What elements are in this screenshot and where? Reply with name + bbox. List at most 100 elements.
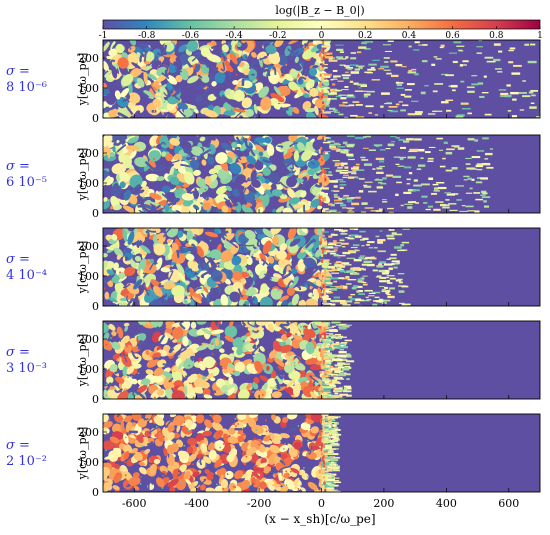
field-patch [103,60,109,72]
precursor-streak [433,110,443,112]
field-speckle [162,475,164,477]
precursor-streak [329,473,333,476]
shock-front-patch [318,387,321,391]
precursor-streak [467,90,475,93]
precursor-streak [529,106,537,109]
precursor-streak [330,336,336,339]
field-patch [289,238,301,247]
shock-front-patch [322,136,325,140]
field-speckle [186,239,189,242]
precursor-streak [368,292,376,294]
field-patch [292,106,300,114]
precursor-streak [345,360,355,363]
precursor-streak [330,233,335,236]
shock-front-patch [318,149,321,154]
precursor-streak [474,139,479,142]
field-speckle [306,439,309,442]
field-speckle [103,287,106,290]
precursor-streak [427,160,434,162]
precursor-streak [383,263,393,266]
shock-front-patch [322,277,325,280]
precursor-streak [339,393,348,396]
field-filament [280,321,290,327]
precursor-streak [329,384,336,387]
precursor-streak [323,388,332,391]
field-patch [310,198,321,208]
x-tick-label: -200 [247,497,272,510]
field-patch [128,476,141,486]
field-patch [153,285,163,297]
precursor-streak [454,146,459,148]
field-patch [104,291,110,300]
precursor-streak [329,143,335,146]
field-speckle [297,424,300,427]
field-filament [198,371,208,377]
field-patch [190,321,197,329]
field-filament [138,340,145,350]
shock-front-patch [320,350,323,355]
field-filament [158,164,166,173]
field-patch [138,461,146,466]
precursor-streak [327,266,336,269]
precursor-streak [326,326,334,329]
field-filament [134,279,143,289]
field-filament [139,52,144,63]
field-patch [262,240,272,255]
field-patch [254,360,263,373]
precursor-streak [343,116,349,118]
y-tick-label: 100 [78,270,99,283]
shock-front-patch [323,212,326,213]
precursor-streak [393,266,398,269]
precursor-streak [336,48,344,52]
field-patch [187,75,199,84]
field-speckle [258,158,261,160]
precursor-streak [401,241,410,244]
shock-front-patch [321,456,324,461]
precursor-streak [323,136,330,139]
field-filament [289,160,294,170]
field-patch [293,150,300,162]
field-filament [217,364,223,368]
precursor-streak [546,111,550,114]
precursor-streak [363,299,370,302]
field-patch [111,233,118,241]
precursor-streak [379,280,387,283]
precursor-streak [322,389,331,393]
field-patch [301,40,309,45]
precursor-streak [327,365,334,368]
field-patch [220,250,233,263]
precursor-streak [324,246,334,249]
field-filament [126,298,134,306]
field-filament [236,321,246,330]
field-patch [262,193,270,207]
precursor-streak [482,137,489,140]
field-patch [171,242,179,251]
field-speckle [170,379,172,381]
precursor-streak [333,249,338,251]
precursor-streak [404,203,413,205]
precursor-streak [325,110,333,112]
precursor-streak [395,163,400,165]
field-filament [189,187,198,195]
field-patch [166,238,172,244]
precursor-streak [325,174,333,176]
field-patch [176,230,184,238]
precursor-streak [345,366,352,370]
precursor-streak [377,181,383,184]
precursor-streak [345,387,352,390]
precursor-streak [321,167,330,170]
shock-front-patch [321,67,324,71]
precursor-streak [322,342,327,345]
field-patch [309,364,322,371]
precursor-streak [345,276,350,279]
field-patch [232,270,242,281]
precursor-streak [329,488,335,491]
field-patch [312,140,323,151]
field-filament [185,157,196,161]
precursor-streak [415,148,425,152]
field-speckle [314,337,316,340]
precursor-streak [322,282,326,285]
shock-front-patch [320,155,323,159]
precursor-streak [333,199,343,202]
precursor-streak [407,201,417,204]
